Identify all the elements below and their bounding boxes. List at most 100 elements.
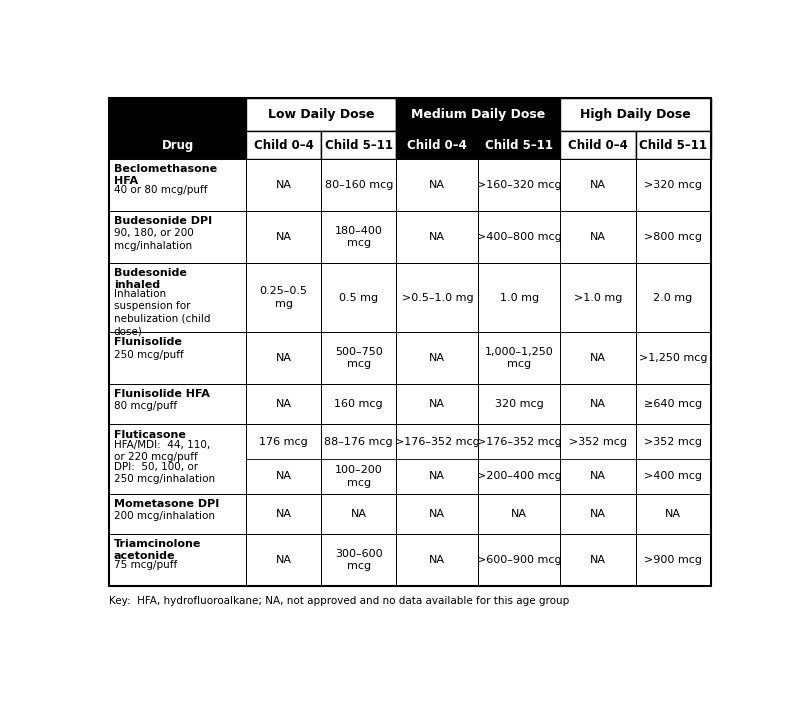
Bar xyxy=(246,98,396,132)
Bar xyxy=(635,384,710,425)
Text: 80 mcg/puff: 80 mcg/puff xyxy=(114,401,177,411)
Text: Child 5–11: Child 5–11 xyxy=(639,139,707,152)
Text: Budesonide
inhaled: Budesonide inhaled xyxy=(114,268,186,290)
Text: Child 0–4: Child 0–4 xyxy=(407,139,467,152)
Text: Mometasone DPI: Mometasone DPI xyxy=(114,498,219,508)
Text: 75 mcg/puff: 75 mcg/puff xyxy=(114,560,177,570)
Text: 176 mcg: 176 mcg xyxy=(259,436,308,447)
Text: >400–800 mcg: >400–800 mcg xyxy=(477,232,562,242)
Text: Child 0–4: Child 0–4 xyxy=(568,139,628,152)
Text: NA: NA xyxy=(665,509,681,519)
Text: Drug: Drug xyxy=(162,139,194,152)
Bar xyxy=(635,263,710,332)
Bar xyxy=(246,332,321,384)
Text: 90, 180, or 200
mcg/inhalation: 90, 180, or 200 mcg/inhalation xyxy=(114,228,194,251)
Text: NA: NA xyxy=(430,472,446,482)
Text: 88–176 mcg: 88–176 mcg xyxy=(325,436,393,447)
Bar xyxy=(246,211,321,263)
Text: 0.5 mg: 0.5 mg xyxy=(339,293,378,303)
Text: NA: NA xyxy=(275,399,291,409)
Bar xyxy=(478,263,560,332)
Text: NA: NA xyxy=(590,555,606,565)
Text: NA: NA xyxy=(590,509,606,519)
Text: >400 mcg: >400 mcg xyxy=(644,472,702,482)
Text: NA: NA xyxy=(350,509,366,519)
Text: NA: NA xyxy=(430,232,446,242)
Text: Triamcinolone
acetonide: Triamcinolone acetonide xyxy=(114,539,201,561)
Bar xyxy=(396,159,478,211)
Text: 160 mcg: 160 mcg xyxy=(334,399,383,409)
Text: 1.0 mg: 1.0 mg xyxy=(500,293,539,303)
Bar xyxy=(396,384,478,425)
Text: 320 mcg: 320 mcg xyxy=(495,399,544,409)
Text: Flunisolide HFA: Flunisolide HFA xyxy=(114,389,210,399)
Text: Child 5–11: Child 5–11 xyxy=(486,139,554,152)
Text: NA: NA xyxy=(430,353,446,363)
Text: NA: NA xyxy=(430,180,446,190)
Text: Low Daily Dose: Low Daily Dose xyxy=(268,108,374,121)
Text: >320 mcg: >320 mcg xyxy=(644,180,702,190)
Bar xyxy=(635,425,710,494)
Text: 500–750
mcg: 500–750 mcg xyxy=(335,347,382,370)
Bar xyxy=(478,494,560,534)
Bar xyxy=(321,332,396,384)
Text: NA: NA xyxy=(275,180,291,190)
Text: Inhalation
suspension for
nebulization (child
dose): Inhalation suspension for nebulization (… xyxy=(114,289,210,337)
Text: 200 mcg/inhalation: 200 mcg/inhalation xyxy=(114,511,214,521)
Bar xyxy=(110,425,246,494)
Text: NA: NA xyxy=(590,353,606,363)
Text: HFA/MDI:  44, 110,
or 220 mcg/puff: HFA/MDI: 44, 110, or 220 mcg/puff xyxy=(114,439,210,462)
Bar xyxy=(478,132,560,159)
Bar xyxy=(560,425,635,494)
Text: NA: NA xyxy=(511,509,527,519)
Text: NA: NA xyxy=(275,509,291,519)
Text: Budesonide DPI: Budesonide DPI xyxy=(114,216,212,226)
Bar xyxy=(110,159,246,211)
Bar xyxy=(396,534,478,586)
Text: >1,250 mcg: >1,250 mcg xyxy=(639,353,707,363)
Text: 300–600
mcg: 300–600 mcg xyxy=(335,548,382,571)
Text: 40 or 80 mcg/puff: 40 or 80 mcg/puff xyxy=(114,185,207,195)
Text: NA: NA xyxy=(430,399,446,409)
Bar xyxy=(560,159,635,211)
Text: >800 mcg: >800 mcg xyxy=(644,232,702,242)
Text: NA: NA xyxy=(275,232,291,242)
Text: NA: NA xyxy=(430,509,446,519)
Text: NA: NA xyxy=(275,353,291,363)
Text: NA: NA xyxy=(275,472,291,482)
Bar xyxy=(560,384,635,425)
Text: 100–200
mcg: 100–200 mcg xyxy=(335,465,382,488)
Text: >176–352 mcg: >176–352 mcg xyxy=(477,436,562,447)
Bar xyxy=(246,534,321,586)
Text: >900 mcg: >900 mcg xyxy=(644,555,702,565)
Text: NA: NA xyxy=(590,180,606,190)
Bar xyxy=(321,263,396,332)
Bar xyxy=(478,332,560,384)
Bar xyxy=(478,159,560,211)
Text: >176–352 mcg: >176–352 mcg xyxy=(395,436,480,447)
Text: Child 0–4: Child 0–4 xyxy=(254,139,314,152)
Text: NA: NA xyxy=(275,555,291,565)
Bar xyxy=(246,263,321,332)
Text: >600–900 mcg: >600–900 mcg xyxy=(477,555,562,565)
Bar xyxy=(246,425,321,494)
Bar xyxy=(110,98,246,132)
Bar xyxy=(321,534,396,586)
Text: Fluticasone: Fluticasone xyxy=(114,430,186,440)
Text: >160–320 mcg: >160–320 mcg xyxy=(477,180,562,190)
Bar xyxy=(560,98,710,132)
Text: 180–400
mcg: 180–400 mcg xyxy=(335,226,382,249)
Bar xyxy=(635,534,710,586)
Bar xyxy=(478,384,560,425)
Bar xyxy=(396,132,478,159)
Text: >1.0 mg: >1.0 mg xyxy=(574,293,622,303)
Bar xyxy=(321,494,396,534)
Bar xyxy=(321,211,396,263)
Bar xyxy=(321,132,396,159)
Bar xyxy=(478,534,560,586)
Text: NA: NA xyxy=(590,232,606,242)
Text: ≥640 mcg: ≥640 mcg xyxy=(644,399,702,409)
Bar xyxy=(110,263,246,332)
Bar xyxy=(321,425,396,494)
Text: NA: NA xyxy=(590,399,606,409)
